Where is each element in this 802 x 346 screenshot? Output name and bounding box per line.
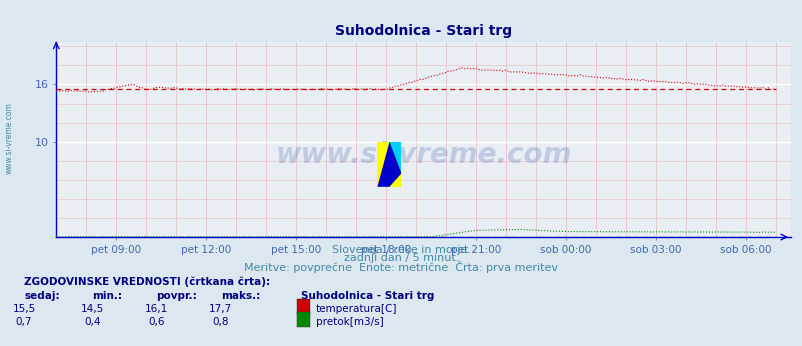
Text: www.si-vreme.com: www.si-vreme.com — [5, 102, 14, 174]
Text: pretok[m3/s]: pretok[m3/s] — [315, 317, 383, 327]
Text: 14,5: 14,5 — [81, 304, 103, 314]
Text: maks.:: maks.: — [221, 291, 260, 301]
Text: 0,8: 0,8 — [213, 317, 229, 327]
Text: 15,5: 15,5 — [13, 304, 35, 314]
Text: ZGODOVINSKE VREDNOSTI (črtkana črta):: ZGODOVINSKE VREDNOSTI (črtkana črta): — [24, 277, 270, 288]
Text: 17,7: 17,7 — [209, 304, 232, 314]
Text: zadnji dan / 5 minut.: zadnji dan / 5 minut. — [343, 253, 459, 263]
Text: 0,7: 0,7 — [16, 317, 32, 327]
Polygon shape — [389, 142, 401, 173]
Text: povpr.:: povpr.: — [156, 291, 197, 301]
Text: sedaj:: sedaj: — [24, 291, 59, 301]
Text: 0,4: 0,4 — [84, 317, 100, 327]
Polygon shape — [377, 142, 401, 187]
Text: 16,1: 16,1 — [145, 304, 168, 314]
Text: Slovenija / reke in morje.: Slovenija / reke in morje. — [332, 245, 470, 255]
Title: Suhodolnica - Stari trg: Suhodolnica - Stari trg — [334, 24, 512, 38]
Text: Suhodolnica - Stari trg: Suhodolnica - Stari trg — [301, 291, 434, 301]
Text: 0,6: 0,6 — [148, 317, 164, 327]
Text: min.:: min.: — [92, 291, 122, 301]
Text: temperatura[C]: temperatura[C] — [315, 304, 396, 314]
Text: Meritve: povprečne  Enote: metrične  Črta: prva meritev: Meritve: povprečne Enote: metrične Črta:… — [244, 261, 558, 273]
Text: www.si-vreme.com: www.si-vreme.com — [275, 141, 571, 169]
